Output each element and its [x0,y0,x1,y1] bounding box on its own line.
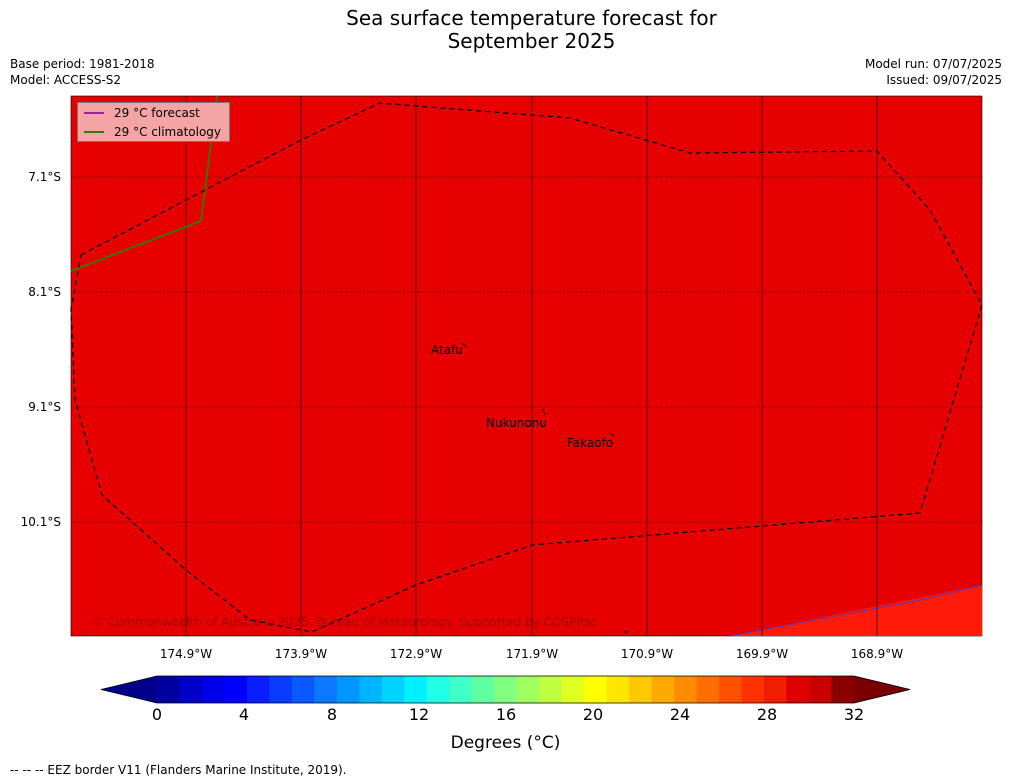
colorbar-segment [336,676,360,703]
colorbar-tick-24: 24 [669,705,691,724]
model-text: Model: ACCESS-S2 [10,73,122,87]
colorbar-segment [516,676,540,703]
colorbar-segment [471,676,495,703]
colorbar-segment [157,676,180,703]
colorbar-segment [291,676,315,703]
colorbar-tick-16: 16 [495,705,517,724]
legend-forecast-swatch [84,112,104,114]
colorbar-segment [584,676,608,703]
colorbar-segment [809,676,833,703]
lat-label-9-1: 9.1°S [28,400,61,414]
lon-label-170-9: 170.9°W [620,647,674,661]
small-island-dot [624,630,628,634]
colorbar-segment [449,676,473,703]
colorbar-segment [561,676,585,703]
colorbar-segment [179,676,203,703]
nukunonu-marker [542,408,546,416]
legend-forecast-label: 29 °C forecast [114,106,200,120]
colorbar-segment [786,676,810,703]
lon-label-173-9: 173.9°W [274,647,328,661]
colorbar-tick-20: 20 [582,705,604,724]
footer-note: -- -- -- EEZ border V11 (Flanders Marine… [10,763,347,777]
lon-label-169-9: 169.9°W [735,647,789,661]
colorbar-tick-0: 0 [151,705,163,724]
place-nukunonu: Nukunonu [486,416,547,430]
place-fakaofo: Fakaofo [567,436,614,450]
colorbar-segment [314,676,338,703]
legend-climatology-row: 29 °C climatology [84,124,221,140]
lon-label-171-9: 171.9°W [505,647,559,661]
fakaofo-marker [609,432,615,437]
colorbar-segment [494,676,518,703]
colorbar-tick-8: 8 [326,705,338,724]
colorbar-high-extension [854,676,910,703]
longitude-gridlines [185,96,878,636]
forecast-contour-line [729,584,983,637]
colorbar-tick-32: 32 [843,705,865,724]
map-area [70,95,983,637]
latitude-gridlines [71,176,982,523]
colorbar-low-extension [101,676,157,703]
colorbar-outline [100,675,911,704]
colorbar-segment [224,676,248,703]
colorbar-segment [426,676,450,703]
lon-label-168-9: 168.9°W [850,647,904,661]
colorbar-segment [764,676,788,703]
legend: 29 °C forecast 29 °C climatology [77,102,230,142]
place-atafu: Atafu [431,343,463,357]
issued-text: Issued: 09/07/2025 [886,73,1002,87]
lon-label-172-9: 172.9°W [389,647,443,661]
legend-forecast-row: 29 °C forecast [84,105,200,121]
lon-label-174-9: 174.9°W [159,647,213,661]
colorbar-label: Degrees (°C) [450,733,561,753]
colorbar-segment [629,676,653,703]
lat-label-7-1: 7.1°S [28,170,61,184]
eez-border-line [70,102,983,633]
colorbar-segment [381,676,405,703]
chart-title-line1: Sea surface temperature forecast for [346,6,717,30]
colorbar-segment [651,676,675,703]
colorbar-segment [606,676,630,703]
colorbar [100,675,911,704]
colorbar-segment [831,676,855,703]
legend-climatology-swatch [84,131,104,133]
island-markers [461,342,615,437]
colorbar-segment [359,676,383,703]
colorbar-segment [719,676,743,703]
colorbar-segment [201,676,225,703]
colorbar-segment [696,676,720,703]
warm-patch [730,585,982,636]
model-run-text: Model run: 07/07/2025 [864,57,1002,71]
copyright-text: © Commonwealth of Australia 2025, Bureau… [92,615,597,629]
colorbar-segment [674,676,698,703]
lat-label-8-1: 8.1°S [28,285,61,299]
colorbar-segment [741,676,765,703]
atafu-marker [461,342,467,348]
colorbar-tick-28: 28 [756,705,778,724]
colorbar-tick-4: 4 [238,705,250,724]
colorbar-segment [539,676,563,703]
legend-climatology-label: 29 °C climatology [114,125,222,139]
chart-title-line2: September 2025 [447,29,616,53]
base-period-text: Base period: 1981-2018 [10,57,155,71]
colorbar-segment [246,676,270,703]
colorbar-segment [269,676,293,703]
lat-label-10-1: 10.1°S [20,515,61,529]
colorbar-tick-12: 12 [408,705,430,724]
colorbar-segment [404,676,428,703]
